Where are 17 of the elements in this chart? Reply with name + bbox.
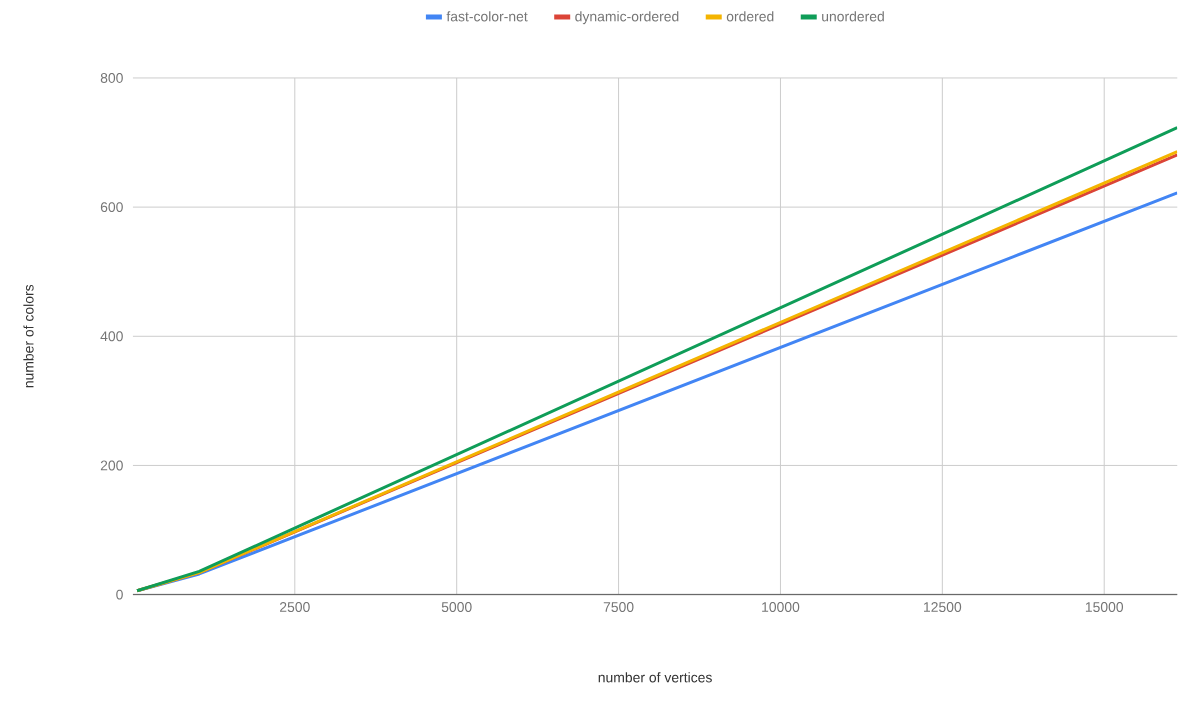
legend-label: dynamic-ordered [575,11,679,25]
x-tick-label: 7500 [603,602,634,613]
legend-label: unordered [822,11,884,22]
y-tick-label: 800 [100,73,123,84]
x-tick-label: 2500 [280,602,310,613]
y-axis-title: number of colors [23,285,34,388]
x-tick-label: 12500 [924,602,962,613]
y-tick-label: 200 [100,460,123,471]
x-tick-label: 5000 [441,602,472,613]
y-tick-label: 400 [100,331,123,342]
x-tick-label: 15000 [1085,602,1124,613]
legend-label: fast-color-net [446,11,528,22]
x-axis-title: number of vertices [598,672,712,683]
y-tick-label: 600 [100,202,123,213]
y-tick-label: 0 [116,589,123,600]
legend-label: ordered [726,11,774,22]
x-tick-label: 10000 [762,602,800,613]
